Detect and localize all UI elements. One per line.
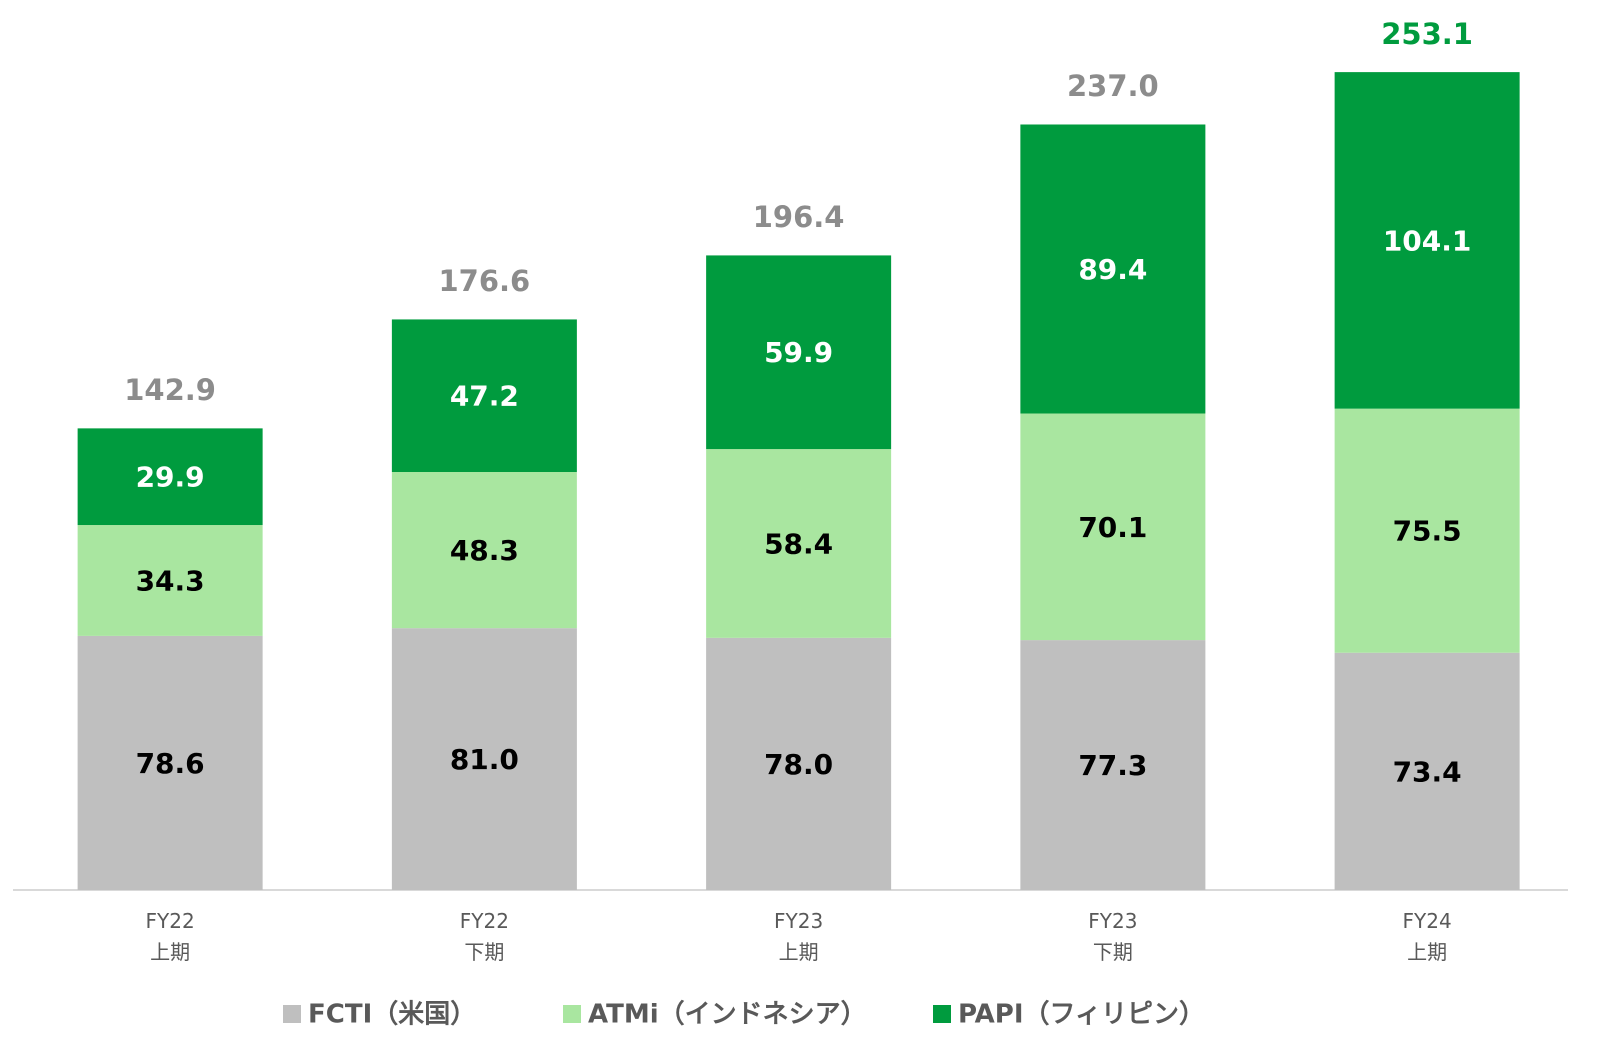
x-tick-label: FY24 上期 <box>1403 909 1452 964</box>
data-label: 47.2 <box>450 380 519 413</box>
x-tick-label: FY23 上期 <box>774 909 823 964</box>
bar-segment <box>1334 652 1520 890</box>
data-label: 59.9 <box>764 336 833 369</box>
x-tick-label: FY22 上期 <box>146 909 195 964</box>
legend-swatch <box>933 1005 951 1023</box>
total-label: 237.0 <box>1067 69 1159 103</box>
legend-label: FCTI（米国） <box>308 1000 476 1030</box>
bar-segment <box>706 255 892 450</box>
legend-swatch <box>563 1005 581 1023</box>
legend-swatch <box>283 1005 301 1023</box>
data-label: 77.3 <box>1078 749 1147 782</box>
total-label: 176.6 <box>439 264 531 298</box>
data-label: 78.0 <box>764 748 833 781</box>
legend-label: PAPI（フィリピン） <box>958 1000 1205 1030</box>
bar-segment <box>1334 72 1520 409</box>
bar-segment <box>1020 124 1206 414</box>
bar-segment <box>706 449 892 638</box>
data-label: 75.5 <box>1393 515 1462 548</box>
data-label: 81.0 <box>450 743 519 776</box>
data-label: 73.4 <box>1393 755 1462 788</box>
bar-segment <box>77 525 263 636</box>
x-tick-label: FY23 下期 <box>1088 909 1137 964</box>
bar-segment <box>77 635 263 890</box>
bar-segment <box>706 637 892 890</box>
bar-segment <box>77 428 263 526</box>
bar-segment <box>391 628 577 890</box>
bar-segment <box>1020 640 1206 890</box>
data-label: 34.3 <box>136 564 205 597</box>
x-tick-label: FY22 下期 <box>460 909 509 964</box>
data-label: 89.4 <box>1078 253 1147 286</box>
total-label: 142.9 <box>124 373 216 407</box>
bar-segment <box>1334 408 1520 653</box>
data-label: 48.3 <box>450 534 519 567</box>
bar-segment <box>391 472 577 629</box>
bar-segment <box>391 319 577 473</box>
data-label: 78.6 <box>136 747 205 780</box>
data-label: 104.1 <box>1383 224 1472 257</box>
data-label: 70.1 <box>1078 511 1147 544</box>
data-label: 58.4 <box>764 527 833 560</box>
legend-label: ATMi（インドネシア） <box>588 1000 867 1030</box>
bar-segment <box>1020 413 1206 641</box>
total-label: 196.4 <box>753 200 845 234</box>
data-label: 29.9 <box>136 461 205 494</box>
total-label: 253.1 <box>1381 17 1473 51</box>
